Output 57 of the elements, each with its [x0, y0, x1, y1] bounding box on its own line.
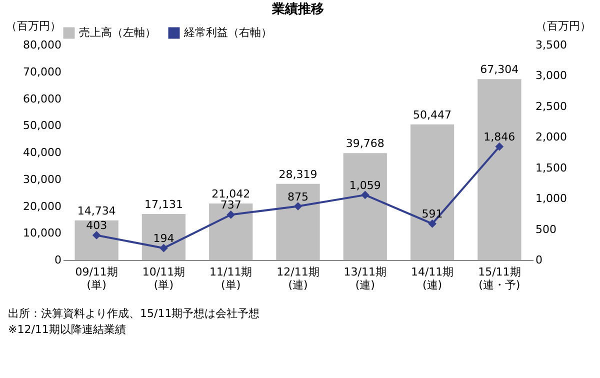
data-label: 28,319: [278, 168, 318, 181]
data-label: 737: [220, 198, 242, 212]
x-tick-label: 09/11期 (単): [75, 266, 118, 292]
y-tick-label: 20,000: [23, 200, 62, 213]
bar: [410, 124, 454, 260]
chart-title: 業績推移: [271, 2, 324, 17]
y2-tick-label: 0: [536, 254, 542, 266]
data-label: 50,447: [413, 108, 452, 122]
bar: [142, 214, 186, 260]
data-label: 14,734: [77, 204, 116, 218]
data-label: 67,304: [480, 63, 519, 76]
x-tick-label: 13/11期 (連): [344, 266, 386, 292]
y-tick-label: 10,000: [23, 226, 62, 240]
y2-tick-label: 2,000: [536, 130, 567, 144]
data-label: 39,768: [346, 137, 384, 150]
x-tick-label: 10/11期 (単): [142, 266, 186, 292]
y2-tick-label: 1,000: [536, 192, 567, 206]
point: [495, 142, 504, 151]
point: [226, 210, 236, 219]
point: [92, 231, 101, 240]
data-label: 875: [288, 190, 308, 204]
bar: [343, 153, 387, 260]
y-tick-label: 0: [54, 254, 62, 266]
legend-label: 経常利益（右軸）: [183, 26, 272, 39]
y2-axis-title: （百万円）: [536, 20, 591, 32]
y2-tick-label: 3,000: [536, 69, 567, 82]
y-tick-label: 40,000: [23, 146, 62, 159]
x-tick-label: 11/11期 (単): [210, 266, 252, 292]
data-label: 21,042: [212, 187, 250, 200]
bar: [276, 184, 320, 260]
bar: [478, 79, 522, 260]
text: 出所：決算資料より作成、15/11期予想は会社予想: [8, 307, 260, 320]
data-label: 1,059: [349, 178, 381, 192]
legend-label: 売上高（左軸）: [79, 26, 156, 39]
x-tick-label: 15/11期 (連・予): [478, 266, 521, 292]
data-label: 1,846: [484, 130, 516, 144]
data-label: 17,131: [144, 198, 183, 211]
y-tick-label: 50,000: [23, 119, 62, 132]
text: ※12/11期以降連結業績: [8, 323, 126, 336]
x-tick-label: 14/11期 (連): [410, 266, 454, 292]
y-tick-label: 70,000: [23, 65, 62, 78]
y-axis-title: （百万円）: [6, 20, 61, 32]
y2-tick-label: 2,500: [536, 100, 567, 113]
y-tick-label: 80,000: [23, 38, 62, 52]
point: [360, 190, 370, 200]
y2-tick-label: 3,500: [536, 38, 567, 52]
x-tick-label: 12/11期 (連): [276, 266, 320, 292]
data-label: 194: [153, 232, 174, 246]
y2-tick-label: 500: [536, 222, 556, 236]
point: [160, 244, 168, 252]
data-label: 403: [86, 219, 108, 232]
y-tick-label: 30,000: [23, 172, 62, 186]
bar: [74, 220, 118, 260]
y-tick-label: 60,000: [23, 92, 62, 106]
point: [294, 202, 302, 210]
point: [428, 220, 436, 228]
y2-tick-label: 1,500: [536, 161, 567, 174]
